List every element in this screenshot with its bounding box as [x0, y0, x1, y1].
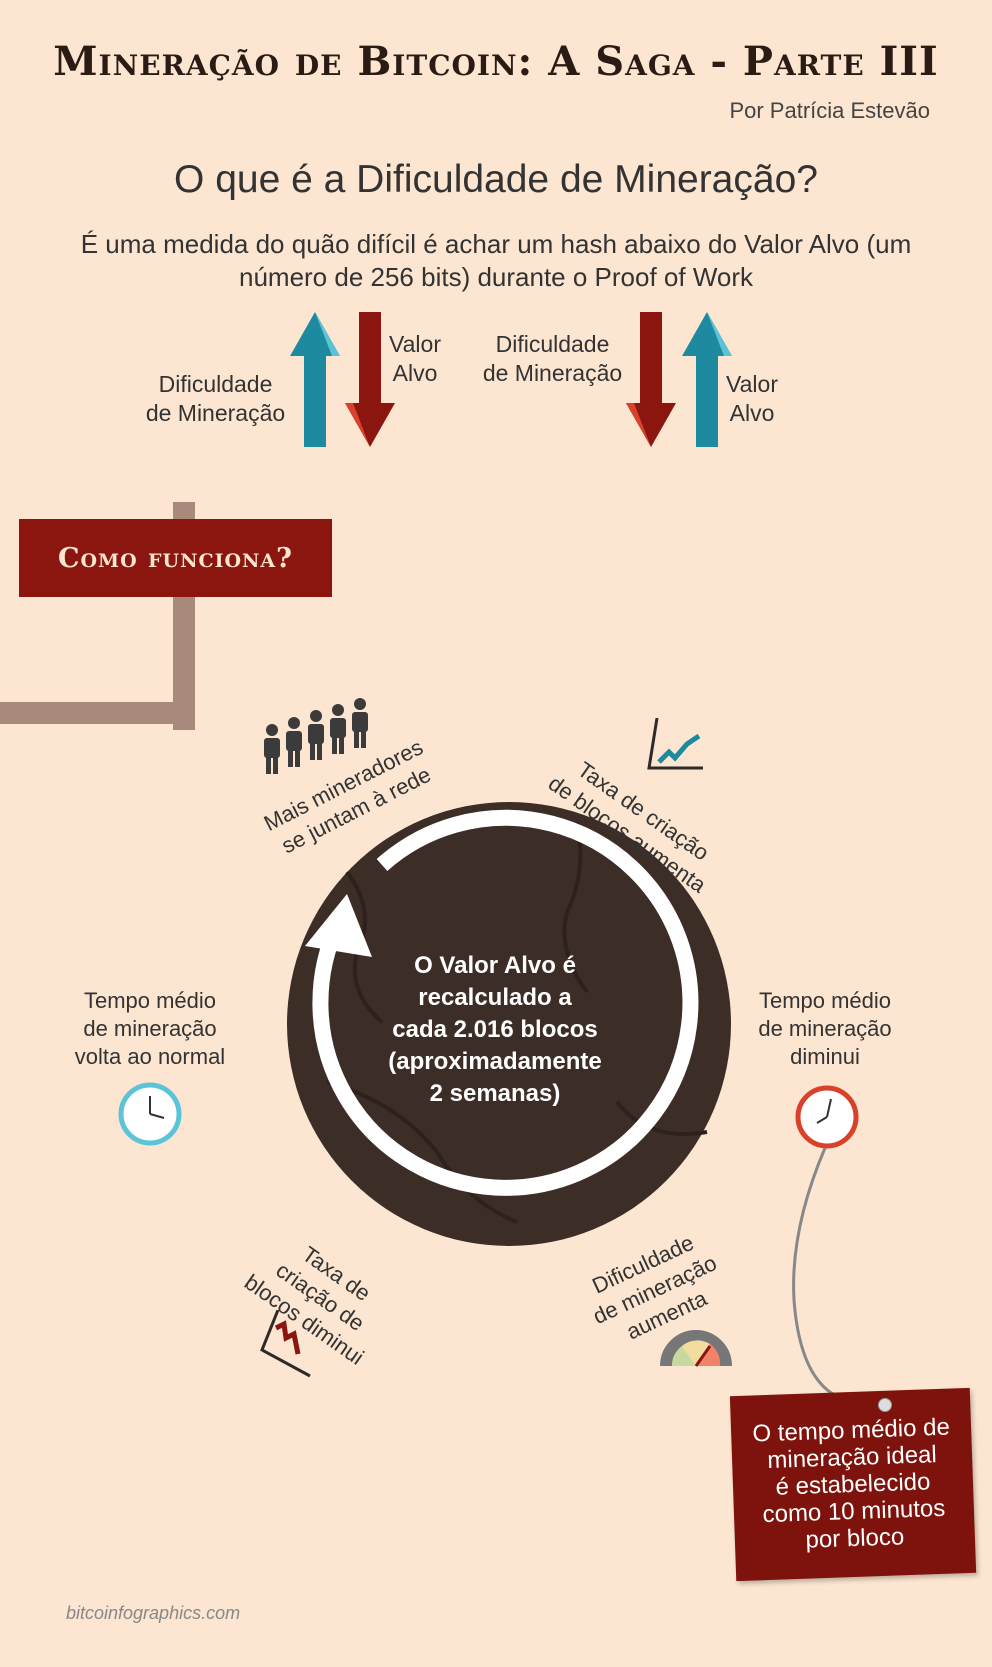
right-up-label: Valor Alvo: [726, 371, 778, 426]
page-title: Mineração de Bitcoin: A Saga - Parte III: [53, 38, 939, 85]
arrow-up-icon: [290, 312, 340, 447]
step-time-normal-label: Tempo médio de mineração volta ao normal: [74, 988, 226, 1069]
people-icon: [264, 698, 368, 774]
left-up-label: Dificuldade de Mineração: [145, 371, 286, 426]
arrow-down-icon: [345, 312, 395, 447]
footer-site: bitcoinfographics.com: [66, 1603, 241, 1623]
arrow-up-icon: [682, 312, 732, 447]
right-down-label: Dificuldade de Mineração: [482, 331, 623, 386]
chart-up-icon: [647, 718, 703, 770]
section-title: Como funciona?: [19, 519, 332, 597]
left-down-label: Valor Alvo: [389, 331, 441, 386]
note-card: O tempo médio de mineração ideal é estab…: [729, 1387, 977, 1582]
arrow-down-icon: [626, 312, 676, 447]
gauge-icon: [660, 1330, 732, 1367]
pin-icon: [878, 1398, 892, 1412]
question-heading: O que é a Dificuldade de Mineração?: [174, 158, 818, 201]
cycle-circle: [287, 802, 731, 1246]
clock-icon: [118, 1082, 182, 1146]
signpost-base: [0, 702, 195, 724]
definition-text: É uma medida do quão difícil é achar um …: [80, 229, 912, 292]
chart-down-icon: [260, 1310, 311, 1378]
center-text: O Valor Alvo é recalculado a cada 2.016 …: [388, 952, 602, 1107]
author-credit: Por Patrícia Estevão: [729, 98, 930, 123]
note-string: [792, 1147, 841, 1400]
clock-icon: [795, 1085, 859, 1149]
step-time-down-label: Tempo médio de mineração diminui: [758, 988, 892, 1069]
